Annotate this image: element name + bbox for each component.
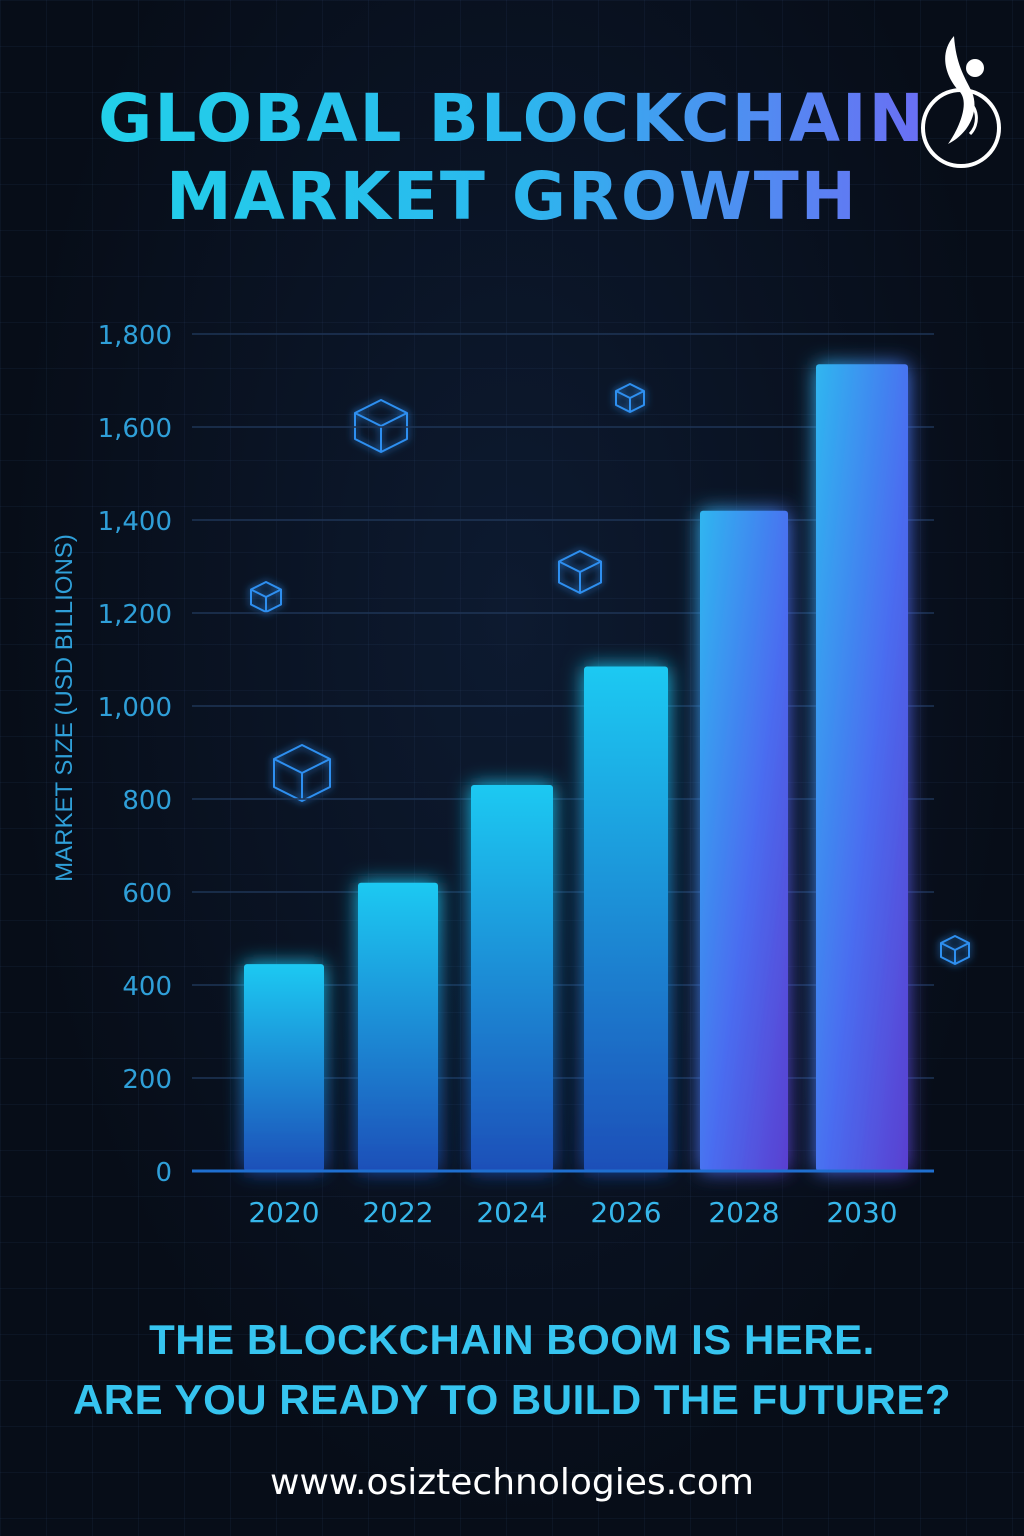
bar-2022: [358, 882, 438, 1171]
tagline: THE BLOCKCHAIN BOOM IS HERE. ARE YOU REA…: [0, 1310, 1024, 1430]
y-tick-label: 1,800: [98, 321, 172, 351]
bars: [244, 364, 908, 1172]
bar-2030: [816, 364, 908, 1172]
cube-icon: [273, 744, 331, 802]
x-axis-ticks: 2020 2022 2024 2026 2028 2030: [248, 1196, 897, 1229]
x-tick-label: 2028: [708, 1196, 779, 1229]
y-tick-label: 200: [122, 1065, 172, 1095]
x-tick-label: 2024: [476, 1196, 547, 1229]
cube-icon: [354, 399, 408, 453]
y-tick-label: 1,400: [98, 507, 172, 537]
y-tick-label: 800: [122, 786, 172, 816]
x-tick-label: 2030: [826, 1196, 897, 1229]
osiz-logo-icon: [921, 36, 1001, 168]
y-tick-label: 1,600: [98, 414, 172, 444]
y-tick-label: 1,200: [98, 600, 172, 630]
x-tick-label: 2020: [248, 1196, 319, 1229]
y-tick-label: 400: [122, 972, 172, 1002]
cube-icon: [558, 550, 602, 594]
bar-2028: [700, 510, 788, 1171]
decorations: [250, 383, 970, 965]
cube-icon: [940, 935, 970, 965]
x-tick-label: 2022: [362, 1196, 433, 1229]
website-url: www.osiztechnologies.com: [270, 1462, 754, 1503]
y-tick-label: 600: [122, 879, 172, 909]
bar-2024: [471, 785, 553, 1171]
y-axis-label: MARKET SIZE (USD BILLIONS): [51, 534, 78, 882]
cube-icon: [250, 581, 282, 613]
tagline-line-1: THE BLOCKCHAIN BOOM IS HERE.: [149, 1316, 875, 1363]
tagline-line-2: ARE YOU READY TO BUILD THE FUTURE?: [72, 1376, 952, 1423]
cube-icon: [615, 383, 645, 413]
x-tick-label: 2026: [590, 1196, 661, 1229]
bar-2026: [584, 666, 668, 1171]
y-tick-label: 1,000: [98, 693, 172, 723]
y-tick-label: 0: [155, 1158, 172, 1188]
y-axis-ticks: 0 200 400 600 800 1,000 1,200 1,400 1,600 1,800: [98, 321, 172, 1188]
bar-2020: [244, 964, 324, 1171]
